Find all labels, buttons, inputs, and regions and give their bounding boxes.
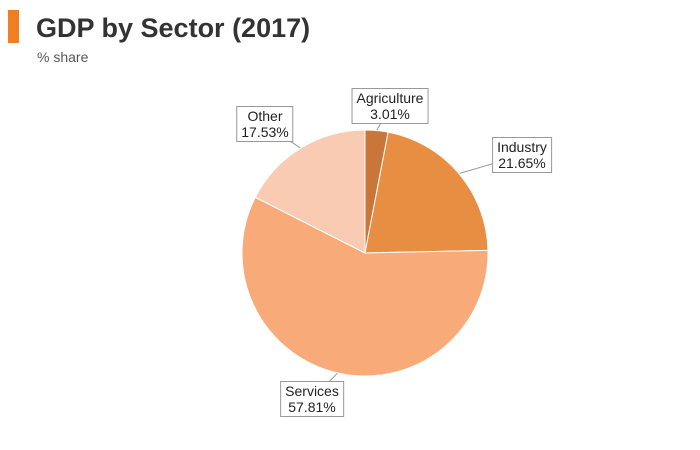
slice-label: Agriculture (356, 90, 424, 106)
title-accent-bar (8, 10, 19, 43)
pie-slice-other (254, 129, 366, 254)
pie-slice-services (241, 196, 489, 377)
data-label-other: Other 17.53% (236, 106, 294, 142)
slice-value: 17.53% (241, 124, 289, 140)
pie-slice-industry (364, 131, 489, 254)
chart-title: GDP by Sector (2017) (36, 13, 311, 43)
chart-subtitle: % share (37, 49, 89, 65)
slice-value: 3.01% (370, 106, 410, 122)
slice-label: Other (247, 108, 283, 124)
data-label-agriculture: Agriculture 3.01% (351, 88, 429, 124)
data-label-industry: Industry 21.65% (492, 137, 552, 173)
slice-label: Industry (497, 139, 547, 155)
data-label-services: Services 57.81% (280, 381, 344, 417)
slice-value: 57.81% (288, 399, 336, 415)
slice-value: 21.65% (498, 155, 546, 171)
slice-label: Services (285, 383, 339, 399)
